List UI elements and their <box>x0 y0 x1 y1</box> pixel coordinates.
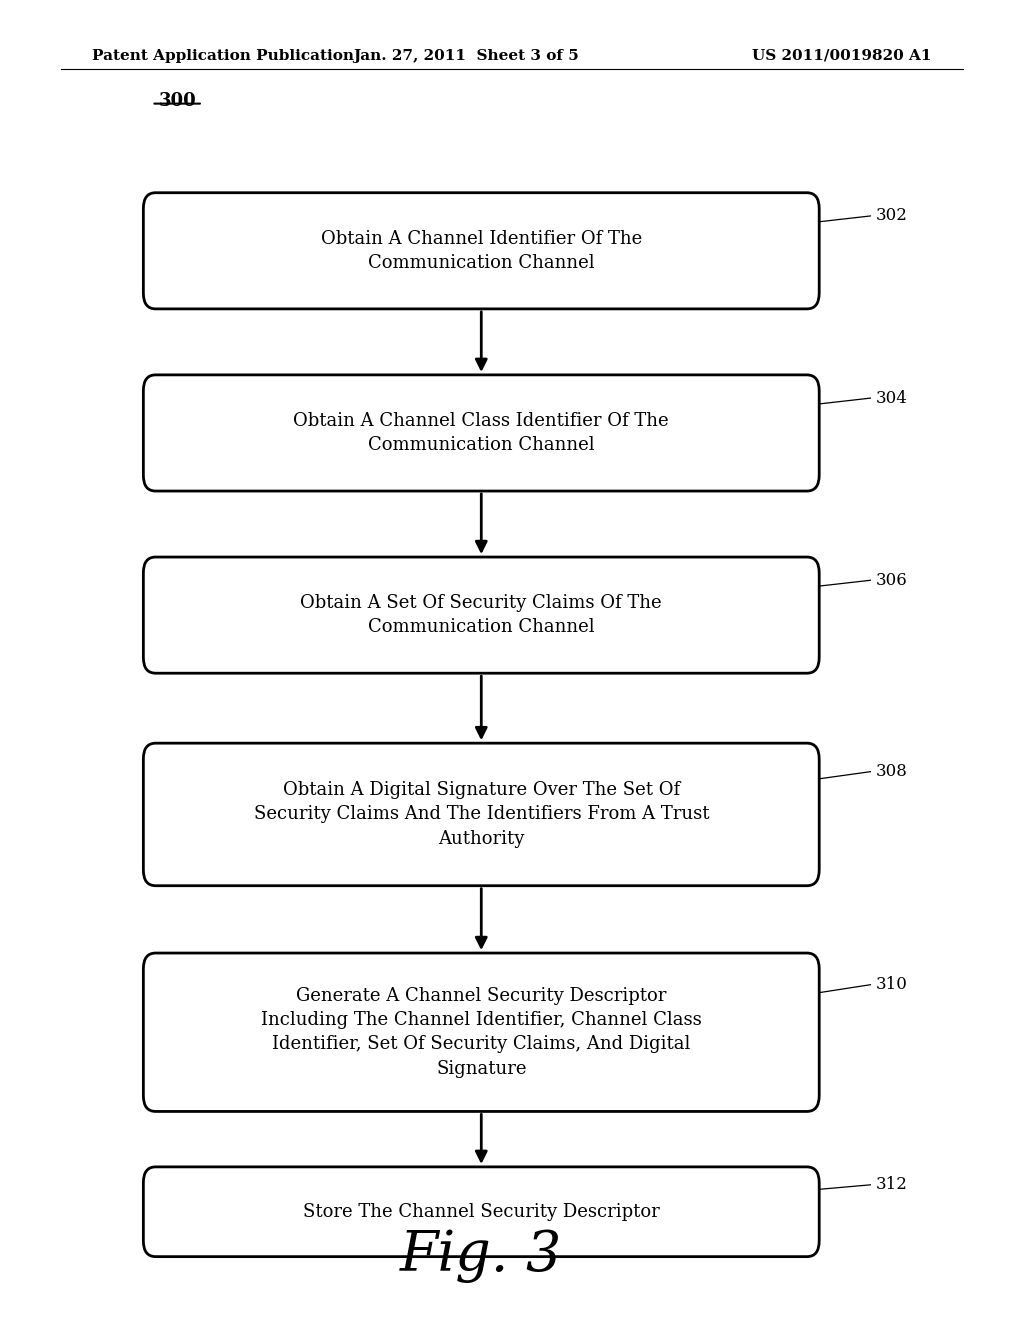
Text: Jan. 27, 2011  Sheet 3 of 5: Jan. 27, 2011 Sheet 3 of 5 <box>353 49 579 63</box>
Text: 302: 302 <box>876 207 907 224</box>
Text: Obtain A Digital Signature Over The Set Of
Security Claims And The Identifiers F: Obtain A Digital Signature Over The Set … <box>254 781 709 847</box>
Text: Fig. 3: Fig. 3 <box>400 1229 562 1283</box>
FancyBboxPatch shape <box>143 743 819 886</box>
Text: 300: 300 <box>159 92 197 111</box>
Text: 306: 306 <box>876 572 907 589</box>
FancyBboxPatch shape <box>143 375 819 491</box>
Text: 310: 310 <box>876 977 907 993</box>
Text: Store The Channel Security Descriptor: Store The Channel Security Descriptor <box>303 1203 659 1221</box>
Text: 308: 308 <box>876 763 907 780</box>
Text: Obtain A Channel Class Identifier Of The
Communication Channel: Obtain A Channel Class Identifier Of The… <box>294 412 669 454</box>
Text: Patent Application Publication: Patent Application Publication <box>92 49 354 63</box>
Text: Generate A Channel Security Descriptor
Including The Channel Identifier, Channel: Generate A Channel Security Descriptor I… <box>261 987 701 1077</box>
FancyBboxPatch shape <box>143 1167 819 1257</box>
Text: 304: 304 <box>876 389 907 407</box>
Text: 312: 312 <box>876 1176 907 1193</box>
Text: US 2011/0019820 A1: US 2011/0019820 A1 <box>753 49 932 63</box>
Text: Obtain A Set Of Security Claims Of The
Communication Channel: Obtain A Set Of Security Claims Of The C… <box>300 594 663 636</box>
FancyBboxPatch shape <box>143 193 819 309</box>
FancyBboxPatch shape <box>143 557 819 673</box>
FancyBboxPatch shape <box>143 953 819 1111</box>
Text: Obtain A Channel Identifier Of The
Communication Channel: Obtain A Channel Identifier Of The Commu… <box>321 230 642 272</box>
